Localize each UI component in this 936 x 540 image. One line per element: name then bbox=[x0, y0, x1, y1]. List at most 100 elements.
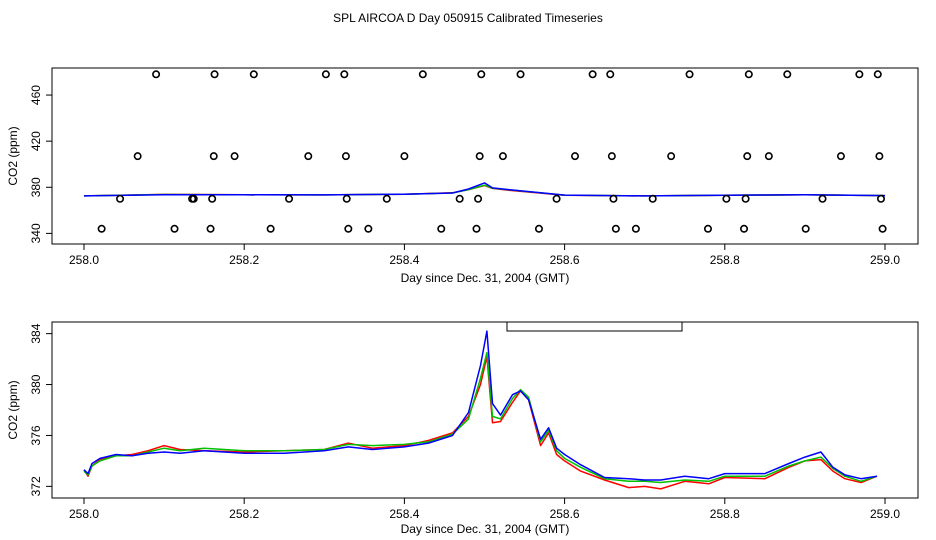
data-point bbox=[607, 152, 616, 161]
data-point bbox=[606, 70, 615, 79]
data-point bbox=[534, 224, 543, 233]
bottom-y-tick-label: 372 bbox=[29, 476, 43, 496]
data-point bbox=[400, 152, 409, 161]
data-point bbox=[340, 70, 349, 79]
top-x-tick-label: 259.0 bbox=[870, 253, 900, 267]
data-point bbox=[477, 70, 486, 79]
data-point bbox=[474, 194, 483, 203]
data-point bbox=[342, 194, 351, 203]
data-point bbox=[321, 70, 330, 79]
bottom-panel: 258.0 258.2 258.4 258.6 258.8 259.0 372 376 380… bbox=[6, 321, 919, 536]
data-point bbox=[189, 194, 198, 203]
bottom-plot-frame bbox=[51, 321, 919, 499]
data-point bbox=[498, 152, 507, 161]
data-point bbox=[97, 224, 106, 233]
data-point bbox=[631, 224, 640, 233]
series-blue-line bbox=[83, 182, 886, 197]
data-point bbox=[516, 70, 525, 79]
data-point bbox=[878, 224, 887, 233]
top-x-tick-label: 258.4 bbox=[389, 253, 419, 267]
bottom-y-tick-label: 380 bbox=[29, 374, 43, 394]
data-point bbox=[783, 70, 792, 79]
legend-box bbox=[506, 321, 683, 332]
data-point bbox=[266, 224, 275, 233]
bottom-y-tick-label: 376 bbox=[29, 425, 43, 445]
top-x-tick-label: 258.2 bbox=[229, 253, 259, 267]
top-y-axis: 340 380 420 460 bbox=[29, 85, 53, 243]
data-point bbox=[743, 152, 752, 161]
top-y-tick-label: 460 bbox=[29, 85, 43, 105]
data-point bbox=[611, 224, 620, 233]
bottom-x-tick-label: 259.0 bbox=[870, 507, 900, 521]
data-point bbox=[364, 224, 373, 233]
data-point bbox=[472, 224, 481, 233]
top-plot-frame bbox=[51, 67, 919, 245]
data-point bbox=[230, 152, 239, 161]
data-point bbox=[764, 152, 773, 161]
top-x-axis: 258.0 258.2 258.4 258.6 258.8 259.0 bbox=[69, 243, 900, 267]
top-x-tick-label: 258.0 bbox=[69, 253, 99, 267]
data-point bbox=[875, 152, 884, 161]
data-point bbox=[801, 224, 810, 233]
data-point bbox=[741, 194, 750, 203]
top-points bbox=[97, 70, 887, 233]
series-red-line bbox=[83, 355, 878, 490]
bottom-y-label: CO2 (ppm) bbox=[6, 380, 20, 439]
data-point bbox=[170, 224, 179, 233]
data-point bbox=[836, 152, 845, 161]
data-point bbox=[744, 70, 753, 79]
bottom-x-tick-label: 258.2 bbox=[229, 507, 259, 521]
data-point bbox=[210, 70, 219, 79]
top-y-tick-label: 420 bbox=[29, 131, 43, 151]
data-point bbox=[876, 194, 885, 203]
data-point bbox=[304, 152, 313, 161]
series-green-line bbox=[83, 351, 878, 484]
data-point bbox=[685, 70, 694, 79]
data-point bbox=[382, 194, 391, 203]
bottom-x-tick-label: 258.8 bbox=[710, 507, 740, 521]
data-point bbox=[552, 194, 561, 203]
data-point bbox=[209, 152, 218, 161]
top-y-tick-label: 380 bbox=[29, 177, 43, 197]
bottom-y-tick-label: 384 bbox=[29, 323, 43, 343]
data-point bbox=[588, 70, 597, 79]
top-x-tick-label: 258.6 bbox=[550, 253, 580, 267]
data-point bbox=[249, 70, 258, 79]
data-point bbox=[341, 152, 350, 161]
data-point bbox=[722, 194, 731, 203]
series-blue-line bbox=[83, 330, 878, 481]
bottom-x-tick-label: 258.6 bbox=[550, 507, 580, 521]
data-point bbox=[873, 70, 882, 79]
figure-title: SPL AIRCOA D Day 050915 Calibrated Times… bbox=[333, 11, 603, 25]
data-point bbox=[648, 194, 657, 203]
bottom-x-tick-label: 258.0 bbox=[69, 507, 99, 521]
top-y-label: CO2 (ppm) bbox=[6, 126, 20, 185]
top-x-label: Day since Dec. 31, 2004 (GMT) bbox=[401, 271, 570, 285]
data-point bbox=[133, 152, 142, 161]
data-point bbox=[208, 194, 217, 203]
data-point bbox=[475, 152, 484, 161]
data-point bbox=[667, 152, 676, 161]
data-point bbox=[285, 194, 294, 203]
top-panel: 258.0 258.2 258.4 258.6 258.8 259.0 340 380 420… bbox=[6, 67, 919, 285]
data-point bbox=[571, 152, 580, 161]
data-point bbox=[609, 194, 618, 203]
bottom-series bbox=[83, 330, 878, 490]
data-point bbox=[818, 194, 827, 203]
bottom-x-tick-label: 258.4 bbox=[389, 507, 419, 521]
top-x-tick-label: 258.8 bbox=[710, 253, 740, 267]
data-point bbox=[855, 70, 864, 79]
top-y-tick-label: 340 bbox=[29, 223, 43, 243]
data-point bbox=[703, 224, 712, 233]
data-point bbox=[418, 70, 427, 79]
data-point bbox=[455, 194, 464, 203]
data-point bbox=[344, 224, 353, 233]
data-point bbox=[116, 194, 125, 203]
data-point bbox=[152, 70, 161, 79]
data-point bbox=[740, 224, 749, 233]
data-point bbox=[437, 224, 446, 233]
bottom-x-axis: 258.0 258.2 258.4 258.6 258.8 259.0 bbox=[69, 497, 900, 521]
bottom-x-label: Day since Dec. 31, 2004 (GMT) bbox=[401, 522, 570, 536]
bottom-y-axis: 372 376 380 384 bbox=[29, 323, 53, 496]
